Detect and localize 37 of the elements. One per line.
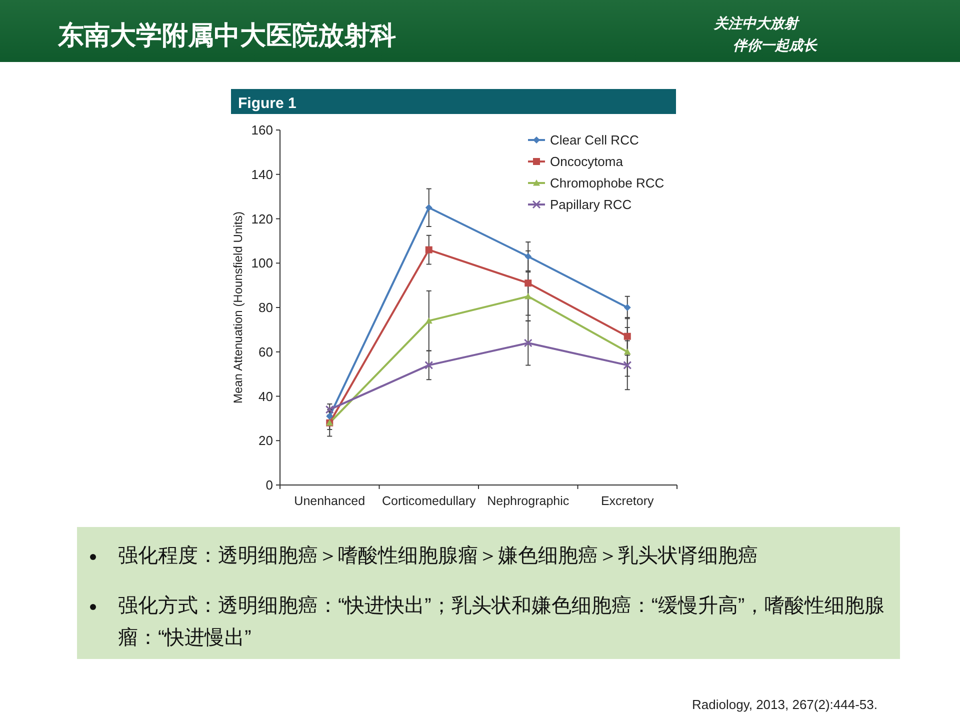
y-tick-label: 100 <box>251 256 273 271</box>
x-tick-label: Nephrographic <box>487 494 570 508</box>
y-tick-label: 20 <box>258 433 273 448</box>
point <box>425 204 432 212</box>
point <box>524 280 532 287</box>
legend-label: Papillary RCC <box>550 197 632 212</box>
point <box>624 304 631 311</box>
chart-title: Figure 1 <box>238 95 296 112</box>
text: 东南大学附属中大医院放射科 <box>58 20 396 53</box>
y-tick-label: 140 <box>251 166 273 182</box>
y-tick-label: 80 <box>258 300 273 315</box>
point <box>524 338 532 348</box>
y-tick-label: 120 <box>251 211 273 226</box>
point <box>624 348 631 355</box>
x-tick-label: Unenhanced <box>294 494 366 508</box>
y-tick-label: 0 <box>266 478 273 492</box>
point <box>425 246 432 254</box>
y-axis-title: Mean Attenuation (Hounsfield Units) <box>231 211 245 404</box>
y-tick-label: 160 <box>251 122 273 138</box>
y-tick-label: 60 <box>258 344 273 360</box>
point <box>623 360 632 370</box>
text: 关注中大放射 <box>714 15 798 33</box>
x-tick-label: Excretory <box>600 494 655 508</box>
text: 伴你一起成长 <box>733 37 817 55</box>
point <box>524 292 532 300</box>
text: Radiology, 2013, 267(2):444-53. <box>692 697 878 712</box>
legend-label: Oncocytoma <box>550 154 624 169</box>
text: 强化程度：透明细胞癌＞嗜酸性细胞腺瘤＞嫌色细胞癌＞乳头状肾细胞癌 <box>117 544 759 569</box>
legend-label: Clear Cell RCC <box>550 132 639 148</box>
point <box>624 332 631 340</box>
point <box>425 317 432 324</box>
legend-label: Chromophobe RCC <box>550 176 664 190</box>
x-tick-label: Corticomedullary <box>382 494 477 508</box>
text: 强化方式：透明细胞癌：“快进快出”；乳头状和嫌色细胞癌：“缓慢升高”，嗜酸性细胞腺瘤：“快进慢出” <box>117 594 886 651</box>
point <box>424 360 434 370</box>
y-tick-label: 40 <box>258 388 273 404</box>
point <box>524 252 532 260</box>
